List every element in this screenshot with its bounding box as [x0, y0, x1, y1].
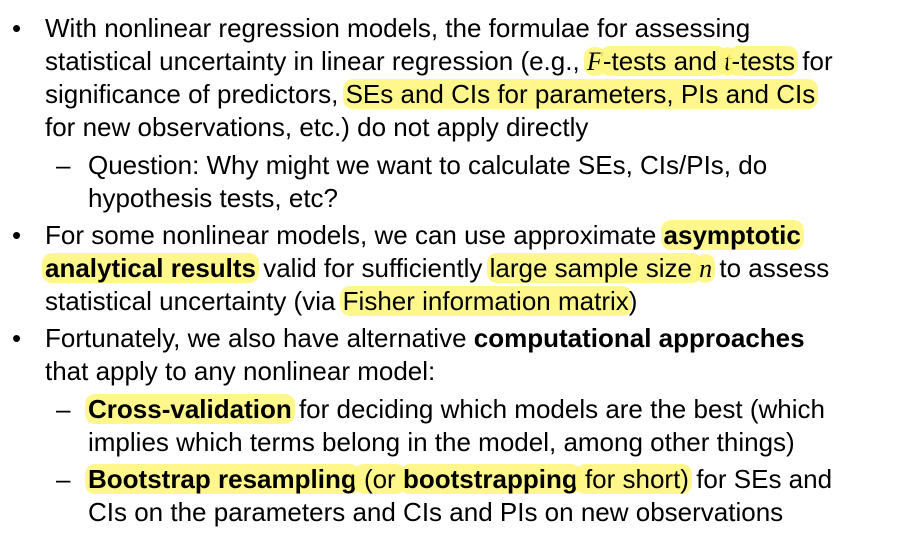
text-run: statistical uncertainty (via: [45, 286, 343, 316]
bullet-marker: •: [12, 220, 22, 250]
bullet-text: For some nonlinear models, we can use ap…: [42, 219, 830, 318]
text-line: statistical uncertainty (via Fisher info…: [45, 285, 829, 318]
bullet-marker: •: [12, 323, 22, 353]
text-line: for new observations, etc.) do not apply…: [45, 111, 833, 144]
text-run: for new observations, etc.) do not apply…: [45, 112, 589, 142]
text-line: Fortunately, we also have alternative co…: [45, 322, 805, 355]
text-line: Bootstrap resampling (or bootstrapping f…: [85, 463, 833, 496]
highlighted-text: -tests and: [599, 46, 728, 76]
text-run: implies which terms belong in the model,…: [88, 427, 795, 457]
text-line: analytical results valid for sufficientl…: [42, 252, 830, 285]
text-line: Cross-validation for deciding which mode…: [85, 393, 825, 426]
bullet-text: With nonlinear regression models, the fo…: [45, 12, 833, 144]
sub-bullet-marker: –: [56, 394, 71, 424]
sub-bullet-text: Question: Why might we want to calculate…: [88, 149, 767, 215]
text-line: For some nonlinear models, we can use ap…: [45, 219, 829, 252]
highlighted-text: SEs and CIs for parameters, PIs and CIs: [342, 79, 819, 109]
highlighted-text: -tests: [728, 46, 799, 76]
text-run: that apply to any nonlinear model:: [45, 356, 436, 386]
text-line: Question: Why might we want to calculate…: [88, 149, 767, 182]
text-run: For some nonlinear models, we can use ap…: [45, 220, 664, 250]
text-run: for SEs and: [688, 464, 833, 494]
text-run: With nonlinear regression models, the fo…: [45, 13, 751, 43]
text-line: statistical uncertainty in linear regres…: [45, 45, 833, 78]
highlighted-text: large sample size: [486, 253, 703, 283]
sub-bullet-marker: –: [56, 150, 71, 180]
bold-text: computational approaches: [473, 323, 805, 353]
highlighted-text: n: [696, 254, 716, 283]
sub-bullet-text: Cross-validation for deciding which mode…: [85, 393, 825, 459]
highlighted-text: Cross-validation: [85, 394, 295, 424]
text-run: valid for sufficiently: [256, 253, 490, 283]
highlighted-text: Bootstrap resampling: [85, 464, 360, 494]
text-run: significance of predictors,: [45, 79, 346, 109]
text-run: CIs on the parameters and CIs and PIs on…: [88, 497, 784, 527]
text-line: implies which terms belong in the model,…: [88, 426, 825, 459]
text-line: CIs on the parameters and CIs and PIs on…: [88, 496, 832, 529]
sub-bullet-marker: –: [56, 464, 71, 494]
text-run: to assess: [712, 253, 830, 283]
text-line: significance of predictors, SEs and CIs …: [45, 78, 833, 111]
highlighted-text: (or: [353, 464, 406, 494]
text-run: for: [795, 46, 833, 76]
highlighted-text: for short): [574, 464, 692, 494]
sub-bullet-text: Bootstrap resampling (or bootstrapping f…: [85, 463, 833, 529]
highlighted-text: Fisher information matrix: [339, 286, 632, 316]
bullet-text: Fortunately, we also have alternative co…: [45, 322, 805, 388]
highlighted-text: analytical results: [42, 253, 259, 283]
highlighted-text: bootstrapping: [399, 464, 581, 494]
text-line: that apply to any nonlinear model:: [45, 355, 805, 388]
text-line: hypothesis tests, etc?: [88, 182, 767, 215]
bullet-marker: •: [12, 13, 22, 43]
text-run: for deciding which models are the best (…: [291, 394, 825, 424]
text-run: hypothesis tests, etc?: [88, 183, 339, 213]
text-run: Question: Why might we want to calculate…: [88, 150, 768, 180]
highlighted-text: asymptotic: [660, 220, 804, 250]
text-run: statistical uncertainty in linear regres…: [45, 46, 587, 76]
text-run: Fortunately, we also have alternative: [45, 323, 474, 353]
text-run: ): [628, 286, 638, 316]
text-line: With nonlinear regression models, the fo…: [45, 12, 833, 45]
